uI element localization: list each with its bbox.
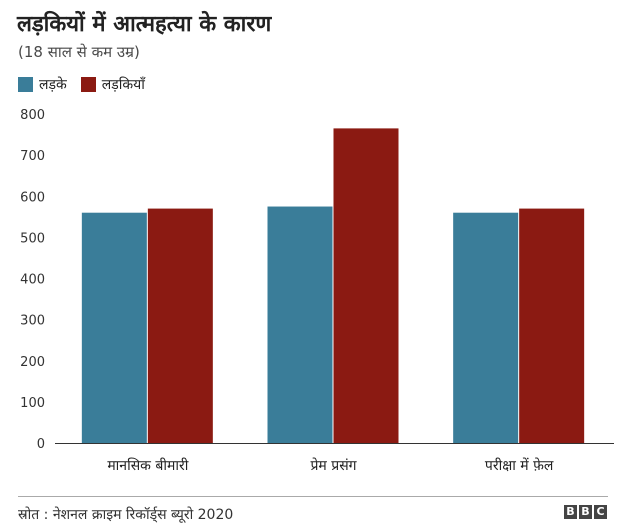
y-tick-label: 500: [20, 231, 45, 246]
x-category-label: परीक्षा में फ़ेल: [485, 457, 554, 474]
legend-item-girls: लड़कियाँ: [80, 75, 145, 94]
footer-divider: [18, 496, 608, 497]
bar-girls: [519, 208, 585, 443]
legend: लड़के लड़कियाँ: [18, 75, 159, 94]
source-note: स्रोत : नेशनल क्राइम रिकॉर्ड्स ब्यूरो 20…: [18, 507, 234, 523]
y-tick-label: 300: [20, 314, 45, 329]
bbc-logo: B B C: [564, 505, 609, 519]
bbc-logo-letter: C: [594, 505, 607, 519]
y-tick-label: 100: [20, 396, 45, 411]
y-tick-label: 200: [20, 355, 45, 370]
legend-item-boys: लड़के: [18, 75, 67, 94]
bar-boys: [453, 212, 519, 443]
bar-girls: [147, 208, 213, 443]
bbc-logo-letter: B: [564, 505, 577, 519]
y-tick-label: 700: [20, 149, 45, 164]
y-tick-label: 400: [20, 273, 45, 288]
bbc-logo-letter: B: [579, 505, 592, 519]
legend-label-boys: लड़के: [39, 77, 67, 93]
legend-swatch-boys: [18, 77, 33, 92]
legend-swatch-girls: [80, 77, 96, 92]
x-category-label: मानसिक बीमारी: [107, 457, 188, 474]
bar-boys: [81, 212, 147, 443]
y-tick-label: 0: [37, 437, 45, 452]
chart-subtitle: (18 साल से कम उम्र): [18, 43, 140, 61]
y-tick-label: 800: [20, 108, 45, 123]
legend-label-girls: लड़कियाँ: [101, 77, 145, 93]
y-tick-label: 600: [20, 190, 45, 205]
bar-girls: [333, 128, 399, 444]
bar-boys: [267, 206, 333, 443]
x-category-label: प्रेम प्रसंग: [310, 457, 357, 474]
chart-title: लड़कियों में आत्महत्या के कारण: [17, 12, 272, 37]
